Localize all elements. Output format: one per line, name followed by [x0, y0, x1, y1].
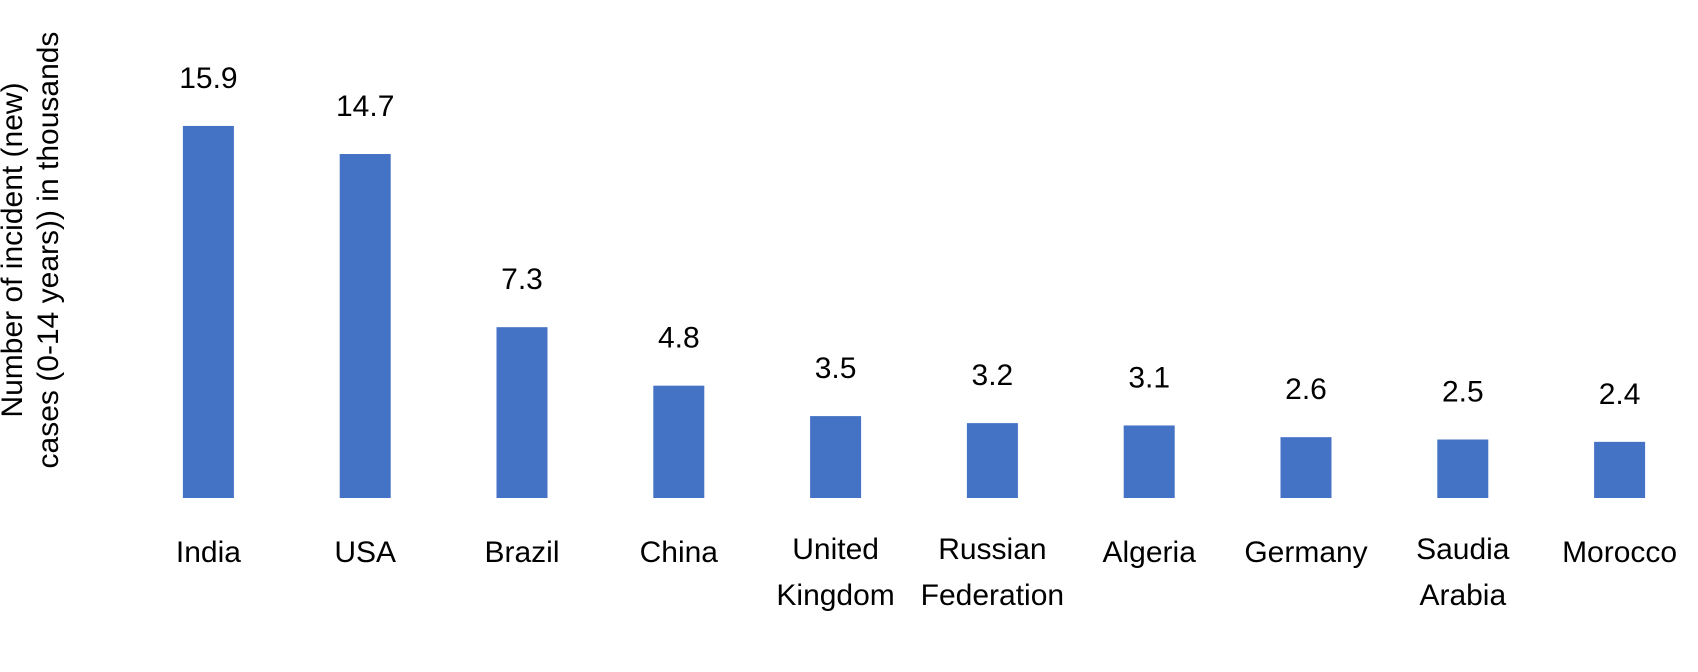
data-label: 2.5	[1442, 376, 1484, 409]
x-tick-label: Algeria	[1103, 536, 1197, 569]
data-label: 3.5	[815, 352, 857, 385]
x-tick-label: Saudia Arabia	[1416, 533, 1510, 612]
bar	[653, 385, 705, 498]
x-tick-label: Germany	[1244, 536, 1367, 569]
x-tick-label: Brazil	[484, 536, 559, 569]
bar	[1594, 441, 1646, 498]
bar	[810, 416, 862, 498]
x-tick-label: China	[640, 536, 719, 569]
data-label: 2.6	[1285, 373, 1327, 406]
x-tick-label: India	[176, 536, 241, 569]
bar	[1280, 437, 1332, 498]
data-label: 3.1	[1128, 361, 1170, 394]
x-tick-label: USA	[334, 536, 396, 569]
data-label: 3.2	[972, 359, 1014, 392]
bar	[496, 327, 548, 498]
data-label: 7.3	[501, 263, 543, 296]
data-label: 2.4	[1599, 378, 1641, 411]
bar	[182, 125, 234, 498]
bar	[966, 423, 1018, 498]
y-axis-title: Number of incident (new) cases (0-14 year…	[0, 32, 65, 469]
bar	[339, 154, 391, 498]
bar	[1437, 439, 1489, 498]
bar	[1123, 425, 1175, 498]
x-tick-label: United Kingdom	[776, 533, 894, 612]
data-label: 4.8	[658, 322, 700, 355]
data-label: 14.7	[336, 90, 394, 123]
data-label: 15.9	[179, 62, 237, 95]
x-tick-label: Morocco	[1562, 536, 1677, 569]
x-tick-label: Russian Federation	[921, 533, 1064, 612]
